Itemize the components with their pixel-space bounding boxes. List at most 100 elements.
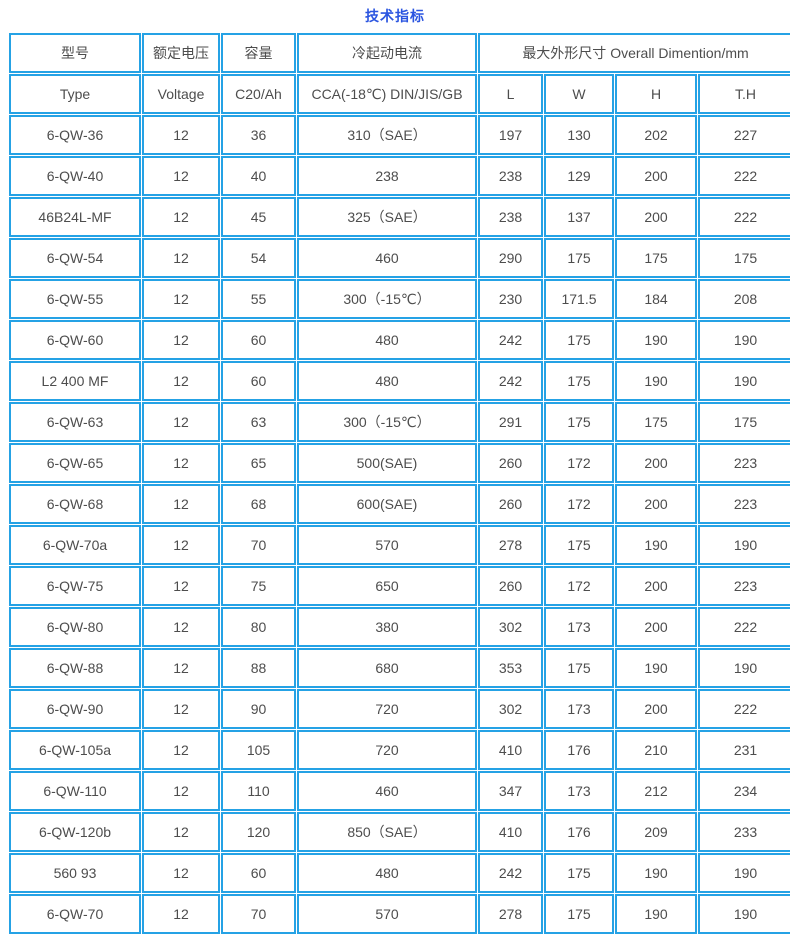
table-cell: 12 [142,730,220,770]
table-cell: 190 [615,648,697,688]
table-cell: 12 [142,361,220,401]
table-cell: 200 [615,443,697,483]
table-cell: 12 [142,443,220,483]
table-cell: 80 [221,607,296,647]
table-cell: 208 [698,279,790,319]
table-cell: 310（SAE） [297,115,477,155]
table-row: 6-QW-110 12 110 460 347 173 212 234 [9,771,790,811]
table-cell: 500(SAE) [297,443,477,483]
table-cell: 6-QW-70 [9,894,141,934]
table-cell: 12 [142,894,220,934]
table-cell: 63 [221,402,296,442]
table-cell: 190 [615,853,697,893]
table-row: 6-QW-68 12 68 600(SAE) 260 172 200 223 [9,484,790,524]
table-cell: 850（SAE） [297,812,477,852]
table-cell: 6-QW-40 [9,156,141,196]
table-cell: 175 [615,238,697,278]
table-cell: 12 [142,607,220,647]
table-cell: 353 [478,648,543,688]
table-cell: 460 [297,238,477,278]
table-cell: 190 [698,894,790,934]
table-cell: 190 [698,525,790,565]
table-cell: 46B24L-MF [9,197,141,237]
table-cell: 480 [297,320,477,360]
table-row: 6-QW-105a 12 105 720 410 176 210 231 [9,730,790,770]
table-cell: 222 [698,156,790,196]
table-cell: 12 [142,197,220,237]
header-cell-en: C20/Ah [221,74,296,114]
table-cell: 242 [478,320,543,360]
table-cell: 175 [698,238,790,278]
table-cell: 302 [478,689,543,729]
table-cell: 173 [544,771,614,811]
table-cell: 55 [221,279,296,319]
table-cell: 6-QW-105a [9,730,141,770]
table-cell: 200 [615,156,697,196]
table-cell: 120 [221,812,296,852]
table-cell: 40 [221,156,296,196]
table-cell: 190 [698,320,790,360]
header-cell-en: L [478,74,543,114]
table-row: L2 400 MF 12 60 480 242 175 190 190 [9,361,790,401]
table-cell: 223 [698,443,790,483]
table-cell: 290 [478,238,543,278]
table-cell: 175 [544,238,614,278]
table-cell: 6-QW-63 [9,402,141,442]
table-cell: 222 [698,197,790,237]
table-cell: 190 [698,648,790,688]
table-cell: 172 [544,443,614,483]
table-cell: 6-QW-55 [9,279,141,319]
table-cell: 172 [544,566,614,606]
table-cell: 60 [221,853,296,893]
table-cell: 325（SAE） [297,197,477,237]
table-row: 6-QW-80 12 80 380 302 173 200 222 [9,607,790,647]
table-cell: 190 [615,361,697,401]
header-cell-en: H [615,74,697,114]
table-cell: 6-QW-120b [9,812,141,852]
table-cell: 6-QW-60 [9,320,141,360]
table-cell: 190 [615,525,697,565]
table-cell: 6-QW-90 [9,689,141,729]
table-cell: 6-QW-68 [9,484,141,524]
table-cell: 231 [698,730,790,770]
table-cell: 300（-15℃） [297,279,477,319]
header-cell-en: W [544,74,614,114]
table-cell: 6-QW-75 [9,566,141,606]
table-cell: 6-QW-65 [9,443,141,483]
table-cell: 129 [544,156,614,196]
header-cell-en: Voltage [142,74,220,114]
table-cell: 176 [544,730,614,770]
header-cell-type-cn: 型号 [9,33,141,73]
table-cell: 680 [297,648,477,688]
header-cell-en: T.H [698,74,790,114]
table-cell: 6-QW-110 [9,771,141,811]
table-cell: 172 [544,484,614,524]
header-cell-capacity-cn: 容量 [221,33,296,73]
table-row: 6-QW-70 12 70 570 278 175 190 190 [9,894,790,934]
table-cell: 223 [698,566,790,606]
table-cell: 222 [698,607,790,647]
table-row: 6-QW-90 12 90 720 302 173 200 222 [9,689,790,729]
table-cell: 233 [698,812,790,852]
table-cell: 570 [297,525,477,565]
table-cell: 410 [478,730,543,770]
table-cell: 278 [478,894,543,934]
table-cell: 190 [698,853,790,893]
table-cell: 12 [142,156,220,196]
table-cell: 68 [221,484,296,524]
table-cell: 12 [142,238,220,278]
table-cell: 184 [615,279,697,319]
header-cell-voltage-cn: 额定电压 [142,33,220,73]
table-cell: 6-QW-80 [9,607,141,647]
header-cell-dimensions: 最大外形尺寸 Overall Dimention/mm [478,33,790,73]
table-cell: 12 [142,812,220,852]
table-cell: 190 [698,361,790,401]
table-row: 6-QW-75 12 75 650 260 172 200 223 [9,566,790,606]
table-cell: 65 [221,443,296,483]
table-cell: 210 [615,730,697,770]
table-cell: 60 [221,320,296,360]
table-cell: 200 [615,566,697,606]
table-cell: 6-QW-88 [9,648,141,688]
table-cell: 650 [297,566,477,606]
header-cell-en: Type [9,74,141,114]
